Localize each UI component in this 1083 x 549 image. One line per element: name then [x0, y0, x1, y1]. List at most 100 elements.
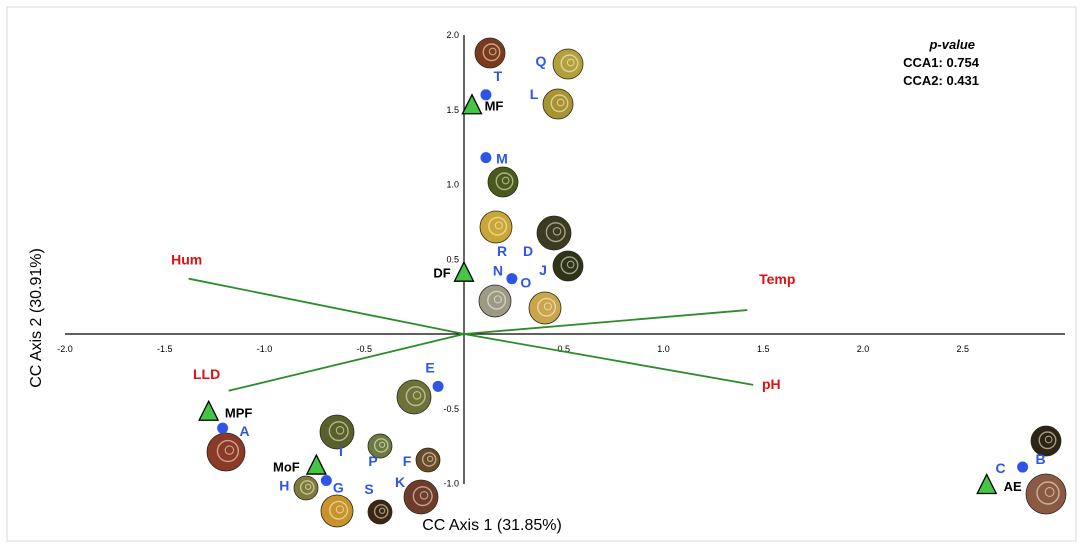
snail-shell-apex: [224, 445, 235, 455]
species-label: J: [539, 262, 547, 278]
x-tick-label: 0.5: [557, 344, 570, 354]
snail-shell-whorl: [550, 94, 569, 113]
snail-shell-whorl: [421, 452, 437, 467]
p-value-title: p-value: [928, 37, 975, 52]
snail-shell-icon: [552, 250, 584, 282]
snail-shell-whorl: [328, 421, 349, 442]
snail-shell-apex: [419, 491, 429, 500]
species-label: C: [996, 460, 1006, 476]
species-label: E: [425, 359, 434, 375]
species-label: I: [339, 443, 343, 459]
snail-shell-apex: [378, 507, 386, 514]
species-label: M: [496, 151, 508, 167]
snail-shell-apex: [335, 505, 344, 514]
snail-shell-icon: [478, 284, 512, 318]
species-label: L: [530, 86, 539, 102]
snail-shell-whorl: [537, 297, 557, 317]
snail-shell-icon: [1030, 425, 1062, 457]
snail-shell-icon: [528, 291, 562, 325]
snail-shell-whorl: [495, 172, 514, 191]
site-triangle: [461, 93, 483, 115]
species-label: K: [395, 474, 405, 490]
x-tick-labels: -2.0 -1.5 -1.0 -0.5 0.5 1.0 1.5 2.0 2.5: [57, 344, 969, 354]
species-label: O: [520, 275, 531, 291]
plot-border: [6, 6, 1077, 542]
snail-shell-whorl: [560, 54, 579, 73]
snail-shell-whorl: [482, 43, 501, 62]
snail-shell-whorl: [299, 480, 315, 495]
x-axis-label: CC Axis 1 (31.85%): [422, 517, 562, 534]
species-label: A: [240, 423, 250, 439]
environment-vector-label: Hum: [171, 252, 202, 268]
snail-shell-whorl: [412, 486, 433, 507]
snail-shell-apex: [566, 58, 575, 67]
site-triangle: [305, 453, 327, 475]
cca2-p-value: CCA2: 0.431: [903, 73, 979, 88]
y-tick-label: 2.0: [446, 30, 459, 40]
snail-shell-apex: [488, 47, 497, 56]
snail-shell-icon: [367, 433, 393, 459]
environment-vector-label: LLD: [193, 366, 220, 382]
snail-shell-icon: [403, 479, 439, 515]
x-tick-label: -0.5: [356, 344, 372, 354]
x-tick-label: -1.0: [257, 344, 273, 354]
cca1-p-value: CCA1: 0.754: [903, 55, 980, 70]
snail-shell-apex: [552, 227, 562, 236]
species-label: S: [364, 481, 373, 497]
species-point: [217, 422, 229, 434]
snail-shell-icon: [536, 215, 572, 251]
snail-shell-apex: [1044, 435, 1053, 444]
snail-shell-icon: [320, 494, 354, 528]
snail-shell-whorl: [545, 222, 566, 243]
species-point: [432, 380, 444, 392]
species-point: [320, 475, 332, 487]
species-label: F: [403, 453, 412, 469]
snail-shell-apex: [335, 426, 345, 435]
site-triangle: [976, 473, 998, 495]
species-label: Q: [536, 53, 547, 69]
x-tick-label: 2.0: [857, 344, 870, 354]
x-tick-label: -1.5: [157, 344, 173, 354]
species-label: R: [497, 243, 507, 259]
snail-shell-apex: [566, 260, 575, 269]
snail-shell-icon: [474, 37, 506, 69]
snail-shell-icon: [415, 447, 441, 473]
y-tick-label: -0.5: [443, 404, 459, 414]
snail-shell-apex: [494, 221, 503, 230]
snail-shell-icon: [487, 166, 519, 198]
x-tick-label: 1.5: [757, 344, 770, 354]
y-tick-label: 0.5: [446, 254, 459, 264]
species-label: T: [494, 68, 503, 84]
species-point: [506, 273, 518, 285]
snail-shell-apex: [556, 98, 565, 107]
snail-shell-icon: [293, 475, 319, 501]
snail-shell-apex: [426, 455, 434, 462]
snail-shell-apex: [378, 441, 386, 448]
snail-shell-whorl: [373, 504, 389, 519]
y-tick-labels: 2.0 1.5 1.0 0.5 -0.5 -1.0: [443, 30, 459, 489]
snail-shell-apex: [543, 302, 552, 311]
species-point: [480, 152, 492, 164]
environment-vector-line: [463, 333, 754, 386]
y-tick-label: -1.0: [443, 479, 459, 489]
snail-shell-icon: [319, 414, 355, 450]
snail-shell-whorl: [405, 386, 426, 407]
site-label: MoF: [273, 460, 300, 475]
y-tick-label: 1.0: [446, 180, 459, 190]
snail-shell-apex: [304, 483, 312, 490]
snail-shell-icon: [552, 48, 584, 80]
species-label: N: [493, 263, 503, 279]
site-label: MF: [485, 98, 504, 113]
environment-vector-line: [228, 333, 465, 392]
snail-shell-whorl: [329, 500, 349, 520]
environment-vector-label: Temp: [759, 271, 795, 287]
species-point: [1017, 461, 1029, 473]
y-tick-label: 1.5: [446, 105, 459, 115]
site-triangle: [453, 260, 475, 282]
snail-shell-apex: [1044, 487, 1055, 497]
x-tick-label: 2.5: [956, 344, 969, 354]
x-tick-label: -2.0: [57, 344, 73, 354]
